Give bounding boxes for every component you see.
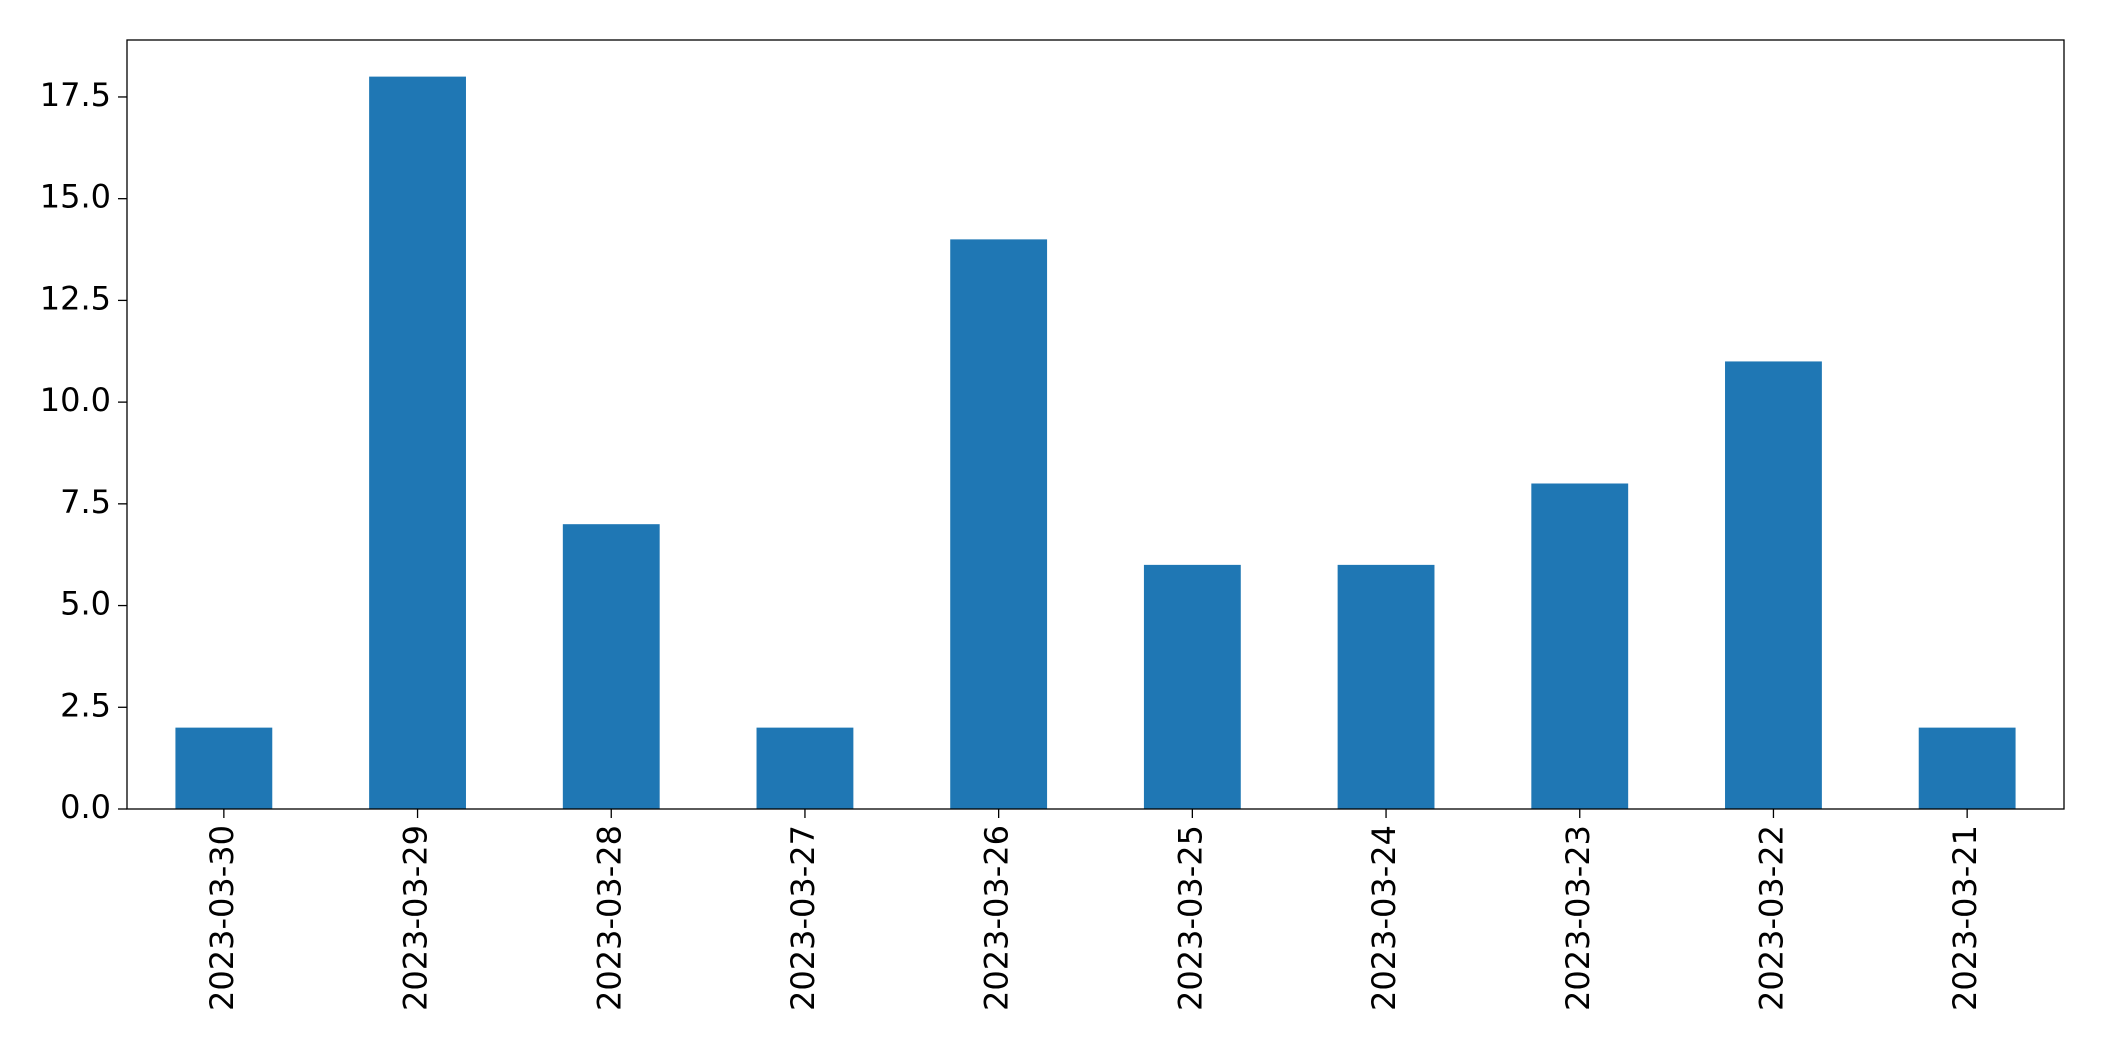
plot-frame	[126, 39, 2065, 810]
x-tick-label: 2023-03-26	[978, 825, 1016, 1011]
y-tick-label: 2.5	[60, 686, 111, 724]
y-tick-label: 12.5	[40, 279, 111, 317]
y-tick-label: 10.0	[40, 381, 111, 419]
bar	[562, 524, 660, 809]
bar	[1531, 483, 1629, 809]
x-tick-label: 2023-03-24	[1365, 825, 1403, 1011]
bar	[175, 727, 273, 809]
y-tick-label: 5.0	[60, 585, 111, 623]
bar	[1143, 564, 1241, 809]
bar	[1337, 564, 1435, 809]
x-tick-label: 2023-03-27	[784, 825, 822, 1011]
x-tick-label: 2023-03-30	[203, 825, 241, 1011]
y-tick-label: 7.5	[60, 483, 111, 521]
x-tick-label: 2023-03-22	[1752, 825, 1790, 1011]
bar	[369, 76, 466, 810]
bar	[756, 727, 854, 809]
bar	[1725, 361, 1822, 809]
x-tick-label: 2023-03-23	[1559, 825, 1597, 1011]
x-tick-label: 2023-03-25	[1171, 825, 1209, 1011]
bar	[950, 239, 1048, 810]
y-tick-label: 15.0	[40, 178, 111, 216]
y-tick-label: 17.5	[40, 76, 111, 114]
bar	[1918, 727, 2016, 809]
x-tick-label: 2023-03-21	[1946, 825, 1984, 1011]
y-tick-label: 0.0	[60, 788, 111, 826]
x-tick-label: 2023-03-28	[590, 825, 628, 1011]
x-tick-label: 2023-03-29	[397, 825, 435, 1011]
